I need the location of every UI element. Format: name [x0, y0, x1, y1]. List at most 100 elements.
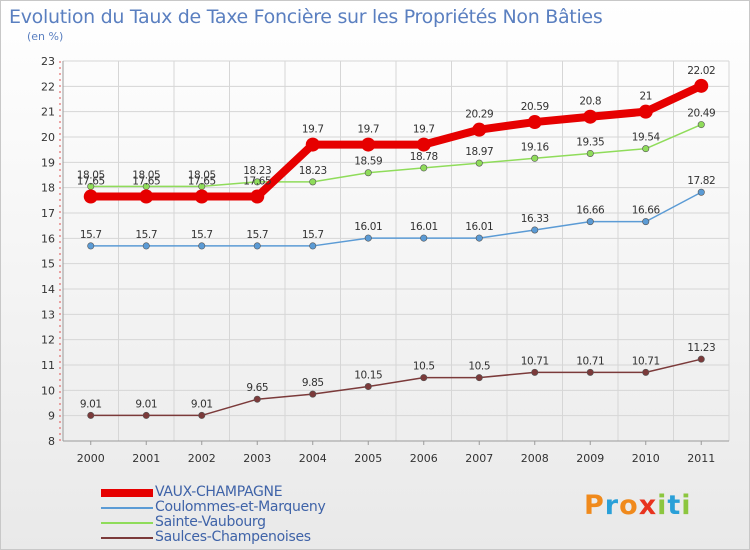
logo-letter: P — [584, 490, 605, 521]
data-label: 10.71 — [521, 355, 549, 367]
data-label: 19.54 — [632, 132, 661, 144]
data-point — [309, 390, 317, 398]
legend-swatch — [101, 522, 153, 524]
data-label: 11.23 — [687, 342, 715, 354]
data-point — [531, 368, 539, 376]
x-tick-label: 2002 — [188, 452, 216, 465]
x-tick-label: 2001 — [132, 452, 160, 465]
data-label: 15.7 — [135, 229, 157, 241]
data-point — [420, 374, 428, 382]
data-point — [416, 137, 431, 152]
data-label: 16.01 — [465, 221, 493, 233]
data-point — [198, 242, 206, 250]
y-tick-label: 8 — [48, 435, 55, 448]
data-label: 16.66 — [632, 205, 661, 217]
data-point — [253, 178, 261, 186]
data-label: 21 — [639, 91, 652, 103]
logo-letter: i — [657, 490, 668, 521]
data-label: 16.66 — [576, 205, 605, 217]
data-point — [697, 355, 705, 363]
series-line — [90, 123, 702, 188]
data-label: 19.7 — [357, 124, 379, 136]
data-point — [309, 242, 317, 250]
logo-letter: o — [619, 490, 639, 521]
data-label: 17.65 — [243, 176, 271, 188]
data-point — [472, 122, 487, 137]
data-label: 9.01 — [191, 398, 213, 410]
data-label: 18.59 — [354, 156, 382, 168]
data-label: 15.7 — [80, 229, 102, 241]
y-tick-label: 11 — [41, 359, 55, 372]
data-label: 9.01 — [135, 398, 157, 410]
data-point — [142, 242, 150, 250]
data-label: 20.49 — [687, 108, 715, 120]
x-tick-label: 2010 — [632, 452, 660, 465]
data-label: 19.7 — [413, 124, 435, 136]
x-tick-label: 2007 — [465, 452, 493, 465]
chart-title: Evolution du Taux de Taxe Foncière sur l… — [9, 6, 603, 28]
data-label: 18.23 — [299, 165, 327, 177]
data-label: 9.85 — [302, 377, 324, 389]
data-label: 18.78 — [410, 151, 438, 163]
data-label: 19.35 — [576, 136, 604, 148]
data-label: 18.05 — [132, 169, 160, 181]
data-point — [475, 374, 483, 382]
data-point — [305, 137, 320, 152]
x-tick-label: 2008 — [521, 452, 549, 465]
data-label: 10.15 — [354, 370, 382, 382]
data-point — [198, 411, 206, 419]
data-label: 20.8 — [579, 96, 601, 108]
data-label: 10.71 — [576, 355, 604, 367]
data-label: 18.05 — [77, 169, 105, 181]
x-tick-label: 2003 — [243, 452, 271, 465]
data-point — [87, 242, 95, 250]
data-point — [586, 218, 594, 226]
data-label: 19.7 — [302, 124, 324, 136]
data-point — [531, 226, 539, 234]
series-line — [90, 358, 702, 417]
x-tick-label: 2000 — [77, 452, 105, 465]
x-tick-label: 2011 — [687, 452, 715, 465]
y-tick-label: 23 — [41, 55, 55, 68]
data-point — [638, 104, 653, 119]
y-tick-label: 10 — [41, 384, 55, 397]
data-point — [697, 121, 705, 129]
data-label: 10.71 — [632, 355, 660, 367]
data-label: 15.7 — [246, 229, 268, 241]
data-point — [361, 137, 376, 152]
y-tick-label: 13 — [41, 308, 55, 321]
data-point — [475, 159, 483, 167]
data-label: 10.5 — [413, 361, 435, 373]
data-point — [697, 188, 705, 196]
logo-letter: x — [638, 490, 658, 521]
data-label: 20.59 — [521, 101, 549, 113]
data-point — [586, 368, 594, 376]
data-label: 17.82 — [687, 175, 715, 187]
data-label: 16.33 — [521, 213, 549, 225]
data-point — [253, 242, 261, 250]
x-tick-label: 2006 — [410, 452, 438, 465]
data-point — [642, 368, 650, 376]
logo-letter: r — [604, 490, 620, 521]
data-point — [139, 189, 154, 204]
data-point — [527, 115, 542, 130]
data-point — [364, 383, 372, 391]
data-label: 10.5 — [468, 361, 490, 373]
data-point — [250, 189, 265, 204]
legend-label: VAUX-CHAMPAGNE — [155, 484, 283, 500]
legend-label: Coulommes-et-Marqueny — [155, 499, 326, 515]
data-point — [420, 164, 428, 172]
proxiti-logo: Proxiti — [584, 490, 692, 521]
y-tick-label: 14 — [41, 283, 55, 296]
x-tick-label: 2009 — [576, 452, 604, 465]
data-label: 17.65 — [77, 176, 105, 188]
data-point — [83, 189, 98, 204]
legend-swatch — [101, 507, 153, 509]
data-point — [309, 178, 317, 186]
data-point — [694, 78, 709, 93]
data-point — [583, 109, 598, 124]
y-tick-label: 20 — [41, 131, 55, 144]
x-tick-label: 2005 — [354, 452, 382, 465]
